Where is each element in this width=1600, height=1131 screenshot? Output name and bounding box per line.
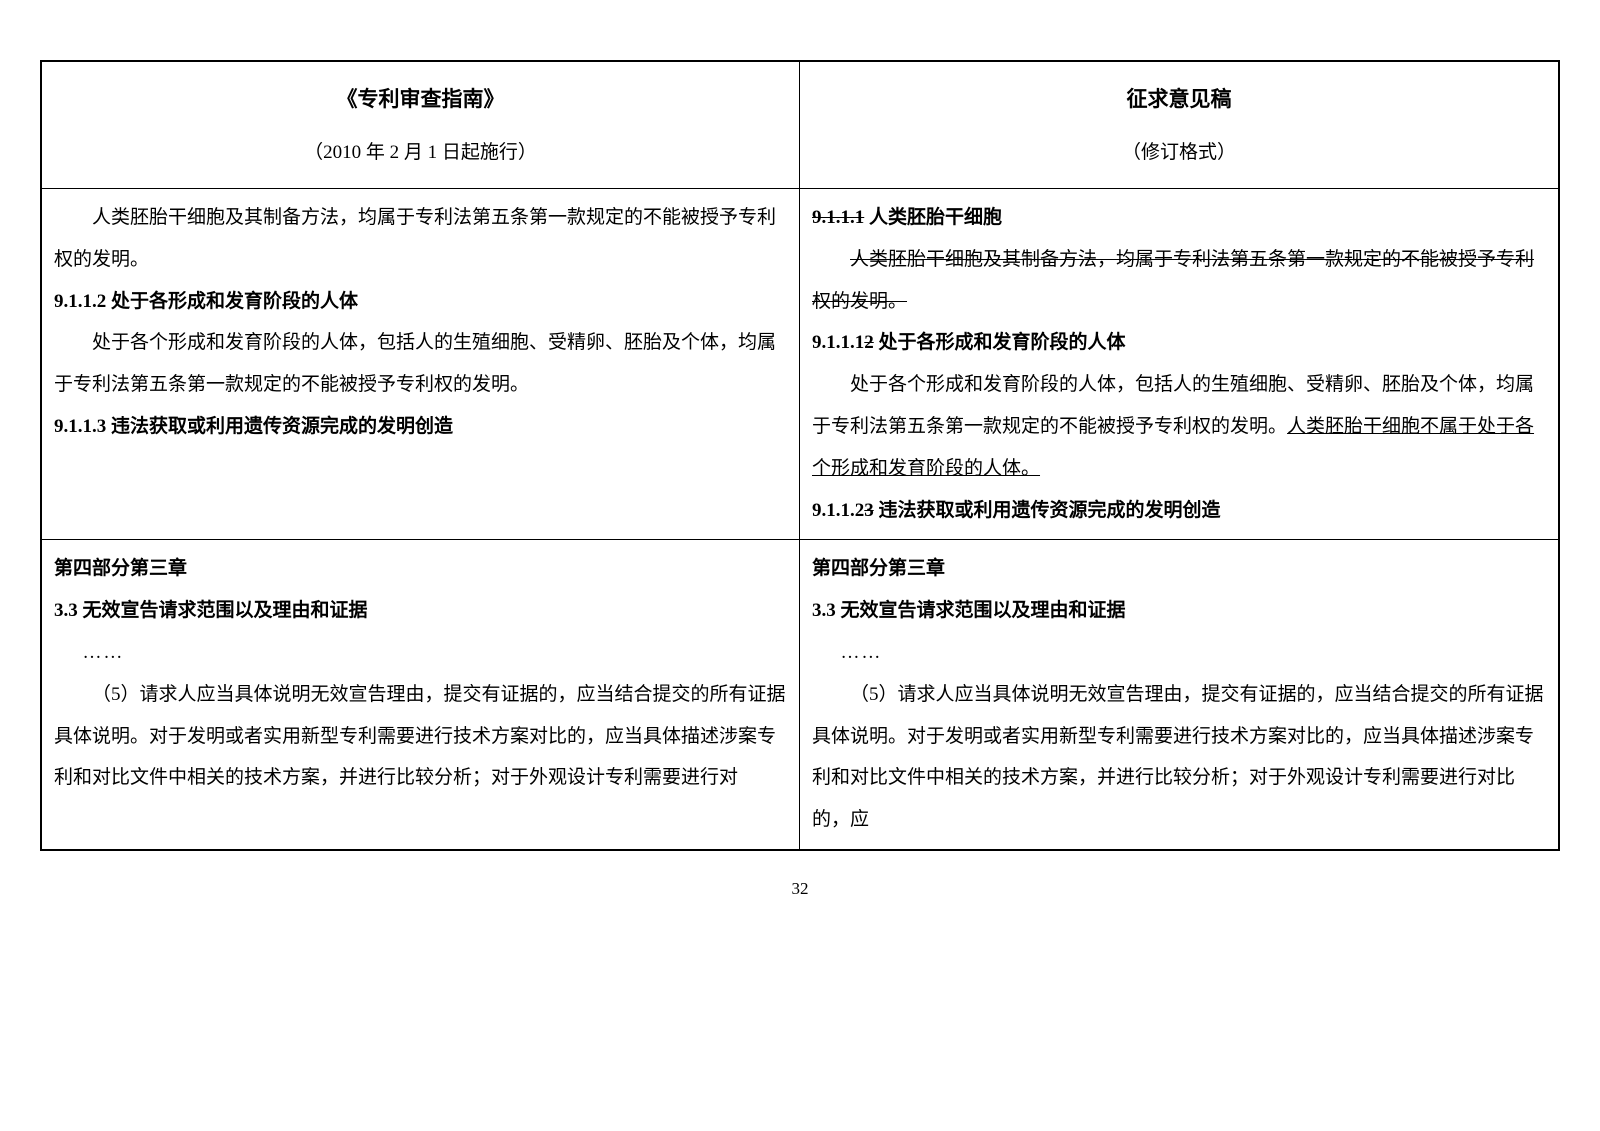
- left-header-subtitle: （2010 年 2 月 1 日起施行）: [54, 132, 787, 174]
- s1-right-p1-text: 人类胚胎干细胞及其制备方法，均属于专利法第五条第一款规定的不能被授予专利权的发明…: [812, 249, 1534, 312]
- s2-right-ellipsis: ……: [812, 632, 1546, 674]
- s1-right-h3c: 违法获取或利用遗传资源完成的发明创造: [874, 500, 1221, 521]
- s2-left-p1-text: （5）请求人应当具体说明无效宣告理由，提交有证据的，应当结合提交的所有证据具体说…: [54, 684, 786, 789]
- s1-right-h2a: 9.1.1.1: [812, 332, 864, 353]
- s2-left-p1: （5）请求人应当具体说明无效宣告理由，提交有证据的，应当结合提交的所有证据具体说…: [54, 674, 787, 799]
- header-cell-left: 《专利审查指南》 （2010 年 2 月 1 日起施行）: [42, 62, 800, 188]
- s2-right-h1: 第四部分第三章: [812, 548, 1546, 590]
- left-header-title: 《专利审查指南》: [54, 76, 787, 122]
- s1-right-h3: 9.1.1.23 违法获取或利用遗传资源完成的发明创造: [812, 490, 1546, 532]
- section1-left-cell: 人类胚胎干细胞及其制备方法，均属于专利法第五条第一款规定的不能被授予专利权的发明…: [42, 189, 800, 539]
- s1-left-p1: 人类胚胎干细胞及其制备方法，均属于专利法第五条第一款规定的不能被授予专利权的发明…: [54, 197, 787, 281]
- s1-right-p2: 处于各个形成和发育阶段的人体，包括人的生殖细胞、受精卵、胚胎及个体，均属于专利法…: [812, 364, 1546, 489]
- s1-left-p2-text: 处于各个形成和发育阶段的人体，包括人的生殖细胞、受精卵、胚胎及个体，均属于专利法…: [54, 332, 776, 395]
- s1-right-h1-strike: 9.1.1.1: [812, 207, 864, 228]
- comparison-table: 《专利审查指南》 （2010 年 2 月 1 日起施行） 征求意见稿 （修订格式…: [40, 60, 1560, 851]
- header-cell-right: 征求意见稿 （修订格式）: [800, 62, 1558, 188]
- section2-left-cell: 第四部分第三章 3.3 无效宣告请求范围以及理由和证据 …… （5）请求人应当具…: [42, 540, 800, 849]
- s1-left-p1-text: 人类胚胎干细胞及其制备方法，均属于专利法第五条第一款规定的不能被授予专利权的发明…: [54, 207, 776, 270]
- s1-left-h2: 9.1.1.3 违法获取或利用遗传资源完成的发明创造: [54, 406, 787, 448]
- s1-left-p2: 处于各个形成和发育阶段的人体，包括人的生殖细胞、受精卵、胚胎及个体，均属于专利法…: [54, 322, 787, 406]
- s2-right-h2: 3.3 无效宣告请求范围以及理由和证据: [812, 590, 1546, 632]
- s1-right-h2: 9.1.1.12 处于各形成和发育阶段的人体: [812, 322, 1546, 364]
- s2-left-h1: 第四部分第三章: [54, 548, 787, 590]
- right-header-subtitle: （修订格式）: [812, 132, 1546, 174]
- s1-left-h1: 9.1.1.2 处于各形成和发育阶段的人体: [54, 281, 787, 323]
- right-header-title: 征求意见稿: [812, 76, 1546, 122]
- s1-right-h1: 9.1.1.1 人类胚胎干细胞: [812, 197, 1546, 239]
- section2-right-cell: 第四部分第三章 3.3 无效宣告请求范围以及理由和证据 …… （5）请求人应当具…: [800, 540, 1558, 849]
- s1-right-h3b: 3: [864, 500, 874, 521]
- s2-right-p1-text: （5）请求人应当具体说明无效宣告理由，提交有证据的，应当结合提交的所有证据具体说…: [812, 684, 1544, 830]
- s2-right-p1: （5）请求人应当具体说明无效宣告理由，提交有证据的，应当结合提交的所有证据具体说…: [812, 674, 1546, 841]
- s1-right-h3a: 9.1.1.2: [812, 500, 864, 521]
- s1-right-h2b: 2: [864, 332, 874, 353]
- section2-row: 第四部分第三章 3.3 无效宣告请求范围以及理由和证据 …… （5）请求人应当具…: [42, 539, 1558, 849]
- section1-right-cell: 9.1.1.1 人类胚胎干细胞 人类胚胎干细胞及其制备方法，均属于专利法第五条第…: [800, 189, 1558, 539]
- s1-right-h2c: 处于各形成和发育阶段的人体: [874, 332, 1126, 353]
- page-number: 32: [792, 879, 809, 899]
- s2-left-ellipsis: ……: [54, 632, 787, 674]
- section1-row: 人类胚胎干细胞及其制备方法，均属于专利法第五条第一款规定的不能被授予专利权的发明…: [42, 188, 1558, 539]
- s2-left-h2: 3.3 无效宣告请求范围以及理由和证据: [54, 590, 787, 632]
- s1-right-h1-suffix: 人类胚胎干细胞: [864, 207, 1002, 228]
- s1-right-p1: 人类胚胎干细胞及其制备方法，均属于专利法第五条第一款规定的不能被授予专利权的发明…: [812, 239, 1546, 323]
- table-header-row: 《专利审查指南》 （2010 年 2 月 1 日起施行） 征求意见稿 （修订格式…: [42, 62, 1558, 188]
